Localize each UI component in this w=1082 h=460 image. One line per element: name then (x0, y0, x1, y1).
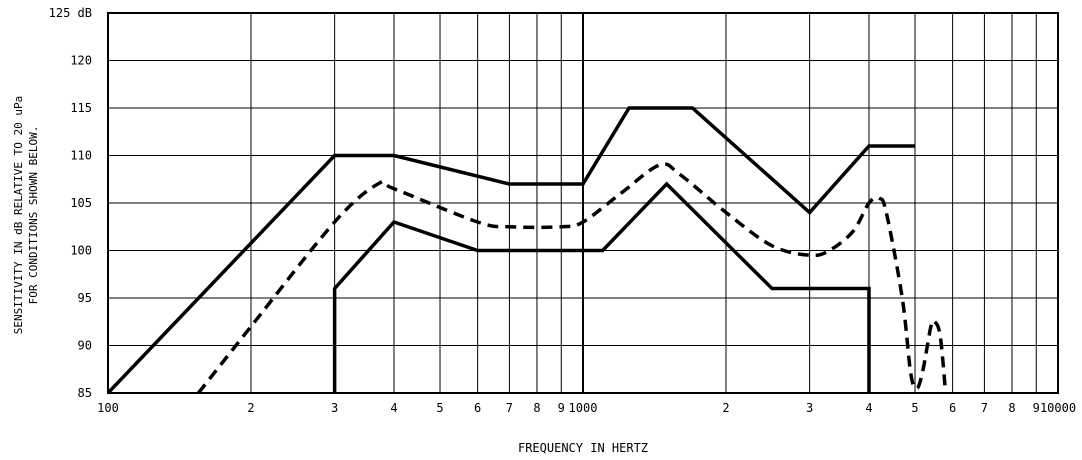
x-tick-label: 7 (506, 401, 513, 415)
x-tick-label: 4 (865, 401, 872, 415)
y-tick-label: 105 (70, 196, 92, 210)
x-tick-label: 6 (474, 401, 481, 415)
x-tick-label: 5 (436, 401, 443, 415)
y-axis-label-line-2: FOR CONDITIONS SHOWN BELOW. (27, 126, 40, 305)
y-tick-label: 95 (78, 291, 92, 305)
x-tick-label: 2 (247, 401, 254, 415)
response-curves (106, 106, 948, 395)
y-axis-label-line-1: SENSITIVITY IN dB RELATIVE TO 20 uPa (12, 96, 25, 334)
curve-dashed-1 (197, 162, 948, 395)
x-tick-label: 3 (806, 401, 813, 415)
x-tick-label: 4 (390, 401, 397, 415)
x-tick-labels: 100 2 3 4 5 6 7 8 9 1000 2 3 4 5 6 7 8 9 10000 (97, 401, 1076, 415)
x-tick-label: 6 (949, 401, 956, 415)
x-tick-label: 8 (1008, 401, 1015, 415)
y-tick-label: 100 (70, 244, 92, 258)
y-tick-label: 85 (78, 386, 92, 400)
x-tick-label: 1000 (569, 401, 598, 415)
y-tick-label: 115 (70, 101, 92, 115)
x-tick-label: 7 (981, 401, 988, 415)
grid-lines (107, 12, 1059, 394)
x-tick-label: 10000 (1040, 401, 1076, 415)
curve-solid-0 (106, 106, 916, 395)
y-tick-label: 110 (70, 149, 92, 163)
x-tick-label: 8 (533, 401, 540, 415)
curve-solid-2 (332, 181, 871, 393)
y-tick-label: 120 (70, 54, 92, 68)
x-tick-label: 9 (1033, 401, 1040, 415)
x-tick-label: 2 (722, 401, 729, 415)
x-tick-label: 100 (97, 401, 119, 415)
plot-frame (107, 12, 1059, 394)
x-tick-label: 9 (558, 401, 565, 415)
x-axis-label: FREQUENCY IN HERTZ (518, 441, 648, 455)
y-tick-label: 125 dB (49, 6, 92, 20)
x-tick-label: 5 (911, 401, 918, 415)
y-tick-label: 90 (78, 339, 92, 353)
x-tick-label: 3 (331, 401, 338, 415)
y-tick-labels: 85 90 95 100 105 110 115 120 125 dB (49, 6, 92, 400)
